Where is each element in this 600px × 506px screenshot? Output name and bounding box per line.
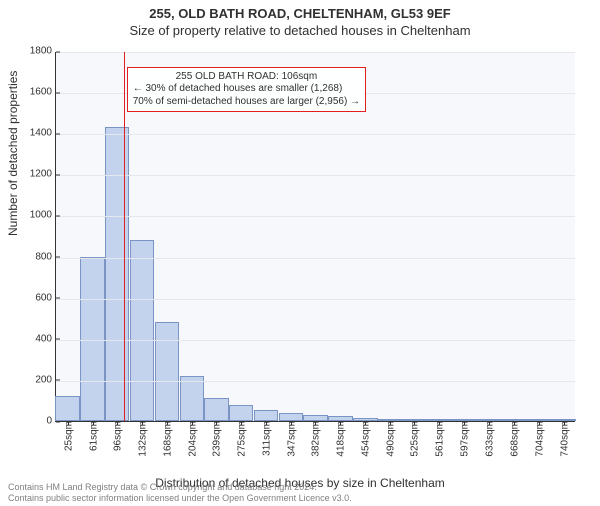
x-tick-label: 25sqm: [61, 421, 74, 451]
y-tick-label: 1200: [30, 169, 56, 180]
reference-line: [124, 52, 126, 421]
footer-line: Contains HM Land Registry data © Crown c…: [8, 482, 352, 493]
y-axis-label: Number of detached properties: [6, 71, 20, 236]
histogram-bar: [105, 127, 130, 421]
x-tick-label: 418sqm: [334, 421, 347, 457]
plot-area: 02004006008001000120014001600180025sqm61…: [55, 52, 575, 422]
x-tick-label: 61sqm: [86, 421, 99, 451]
annotation-line: 255 OLD BATH ROAD: 106sqm: [133, 71, 360, 84]
gridline-h: [56, 175, 575, 176]
page-title: 255, OLD BATH ROAD, CHELTENHAM, GL53 9EF: [0, 6, 600, 21]
histogram-chart: 02004006008001000120014001600180025sqm61…: [55, 52, 575, 422]
x-tick-label: 561sqm: [433, 421, 446, 457]
histogram-bar: [204, 398, 229, 421]
footer-line: Contains public sector information licen…: [8, 493, 352, 504]
x-tick-label: 239sqm: [210, 421, 223, 457]
x-tick-label: 454sqm: [359, 421, 372, 457]
page-subtitle: Size of property relative to detached ho…: [0, 23, 600, 38]
x-tick-label: 204sqm: [185, 421, 198, 457]
x-tick-label: 347sqm: [285, 421, 298, 457]
x-tick-label: 525sqm: [408, 421, 421, 457]
x-tick-label: 633sqm: [483, 421, 496, 457]
y-tick-label: 800: [35, 251, 56, 262]
annotation-line: ← 30% of detached houses are smaller (1,…: [133, 83, 360, 96]
x-tick-label: 490sqm: [384, 421, 397, 457]
gridline-h: [56, 299, 575, 300]
annotation-line: 70% of semi-detached houses are larger (…: [133, 96, 360, 109]
x-tick-label: 311sqm: [260, 421, 273, 456]
x-tick-label: 275sqm: [235, 421, 248, 457]
histogram-bar: [55, 396, 80, 421]
annotation-box: 255 OLD BATH ROAD: 106sqm← 30% of detach…: [127, 67, 366, 113]
histogram-bar: [254, 410, 279, 421]
y-tick-label: 1800: [30, 46, 56, 57]
x-tick-label: 132sqm: [135, 421, 148, 457]
gridline-h: [56, 216, 575, 217]
y-tick-label: 1000: [30, 210, 56, 221]
gridline-h: [56, 52, 575, 53]
x-tick-label: 168sqm: [160, 421, 173, 457]
y-tick-label: 0: [46, 416, 56, 427]
y-tick-label: 200: [35, 374, 56, 385]
y-tick-label: 600: [35, 292, 56, 303]
histogram-bar: [130, 240, 155, 421]
x-tick-label: 382sqm: [309, 421, 322, 457]
gridline-h: [56, 340, 575, 341]
x-tick-label: 740sqm: [557, 421, 570, 457]
y-tick-label: 1400: [30, 128, 56, 139]
histogram-bar: [229, 405, 254, 421]
y-tick-label: 1600: [30, 87, 56, 98]
histogram-bar: [180, 376, 205, 421]
x-tick-label: 597sqm: [458, 421, 471, 457]
x-tick-label: 704sqm: [532, 421, 545, 457]
x-tick-label: 96sqm: [111, 421, 124, 451]
y-tick-label: 400: [35, 333, 56, 344]
gridline-h: [56, 381, 575, 382]
histogram-bar: [155, 322, 180, 421]
histogram-bar: [279, 413, 304, 421]
x-tick-label: 668sqm: [507, 421, 520, 457]
attribution-footer: Contains HM Land Registry data © Crown c…: [8, 482, 352, 505]
gridline-h: [56, 258, 575, 259]
gridline-h: [56, 134, 575, 135]
